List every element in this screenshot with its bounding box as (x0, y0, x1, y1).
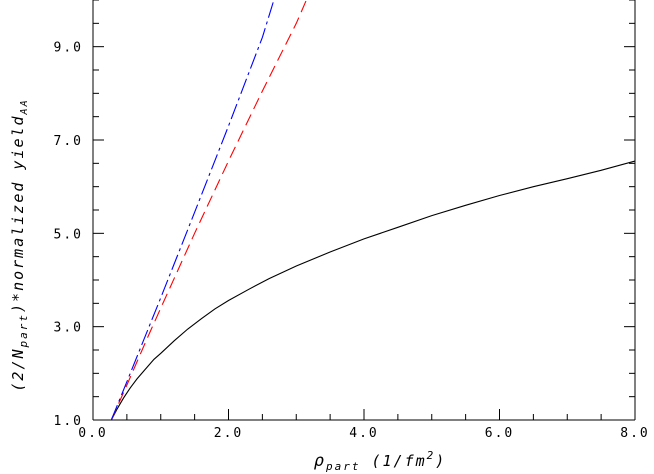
y-tick-label: 9.0 (54, 41, 83, 56)
y-tick-label: 7.0 (54, 134, 83, 149)
x-tick-label: 6.0 (485, 426, 514, 441)
y-axis-title: (2/Npart)*normalized yieldAA (9, 98, 30, 391)
x-tick-label: 2.0 (214, 426, 243, 441)
x-tick-label: 0.0 (78, 426, 107, 441)
y-tick-labels: 1.0 3.0 5.0 7.0 9.0 (54, 41, 83, 429)
series-line-dashdot (110, 0, 275, 420)
y-tick-label: 1.0 (54, 414, 83, 429)
plot-frame (92, 0, 636, 421)
x-axis-title: ρpart (1/fm2) (314, 449, 447, 473)
x-tick-label: 8.0 (620, 426, 649, 441)
x-tick-labels: 0.0 2.0 4.0 6.0 8.0 (78, 426, 649, 441)
y-tick-label: 5.0 (54, 227, 83, 242)
x-tick-label: 4.0 (349, 426, 378, 441)
axis-ticks (92, 0, 636, 421)
series-line-solid (110, 160, 635, 420)
y-tick-label: 3.0 (54, 321, 83, 336)
series-line-dashed (110, 0, 307, 420)
series-lines (110, 0, 635, 420)
